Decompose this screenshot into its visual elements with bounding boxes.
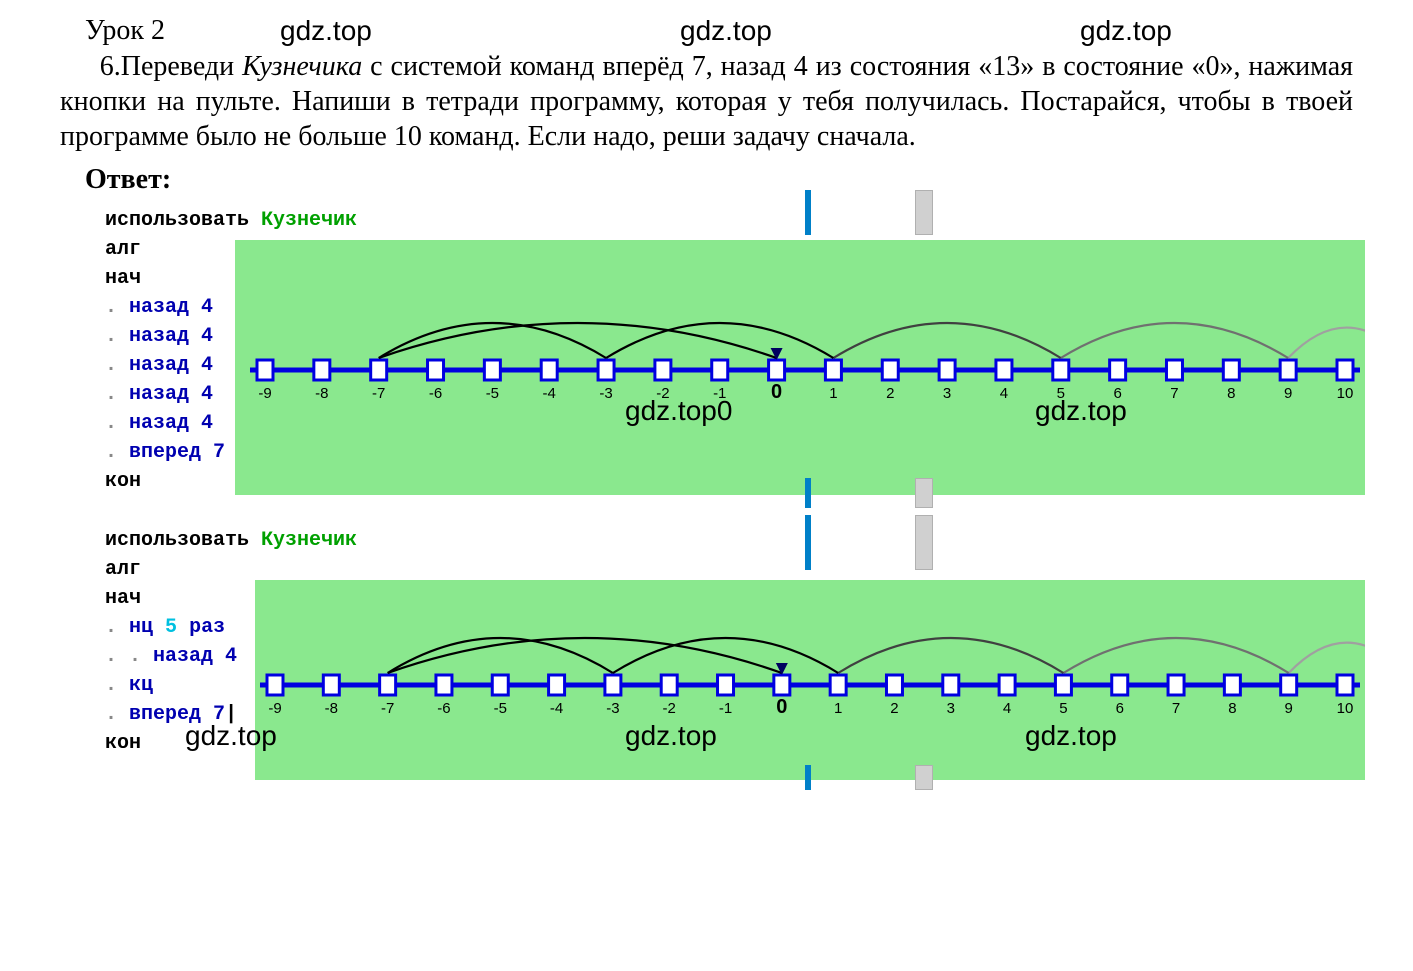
kw-alg: алг <box>105 558 141 581</box>
watermark: gdz.top <box>185 720 277 752</box>
cmd: назад <box>153 645 213 668</box>
watermark: gdz.top <box>680 15 772 47</box>
num: 7 <box>213 441 225 464</box>
code-block-1: использовать Кузнечик алг нач . назад 4 … <box>85 200 1365 502</box>
kw-alg: алг <box>105 238 141 261</box>
gray-marker <box>915 190 933 235</box>
task-italic: Кузнечика <box>242 51 362 82</box>
num: 4 <box>201 296 213 319</box>
figure-2: использовать Кузнечик алг нач . нц 5 раз… <box>85 520 1365 780</box>
watermark: gdz.top <box>280 15 372 47</box>
kw-name: Кузнечик <box>261 209 357 232</box>
cmd: назад <box>129 412 189 435</box>
kw-raz: раз <box>189 616 225 639</box>
kw-kon: кон <box>105 732 141 755</box>
num: 4 <box>201 412 213 435</box>
blue-marker <box>805 478 811 508</box>
kw-nach: нач <box>105 587 141 610</box>
kw-nc: нц <box>129 616 153 639</box>
blue-marker <box>805 515 811 570</box>
kw-kon: кон <box>105 470 141 493</box>
code-block-2: использовать Кузнечик алг нач . нц 5 раз… <box>85 520 1365 764</box>
cmd: назад <box>129 354 189 377</box>
figure-1: использовать Кузнечик алг нач . назад 4 … <box>85 200 1365 500</box>
blue-marker <box>805 190 811 235</box>
gray-marker <box>915 478 933 508</box>
kw-use: использовать <box>105 529 249 552</box>
task-number: 6. <box>100 51 121 82</box>
cmd: назад <box>129 325 189 348</box>
watermark: gdz.top <box>625 720 717 752</box>
kw-kc: кц <box>129 674 153 697</box>
num: 4 <box>201 383 213 406</box>
cmd: назад <box>129 383 189 406</box>
answer-label: Ответ: <box>85 164 1383 196</box>
num: 4 <box>201 354 213 377</box>
task-w1: Переведи <box>121 51 242 82</box>
blue-marker <box>805 765 811 790</box>
kw-name: Кузнечик <box>261 529 357 552</box>
num: 4 <box>201 325 213 348</box>
kw-nach: нач <box>105 267 141 290</box>
gray-marker <box>915 765 933 790</box>
cmd: назад <box>129 296 189 319</box>
watermark: gdz.top0 <box>625 395 732 427</box>
cmd: вперед <box>129 441 201 464</box>
watermark: gdz.top <box>1080 15 1172 47</box>
task-text: 6.Переведи Кузнечика с системой команд в… <box>60 49 1353 154</box>
watermark: gdz.top <box>1035 395 1127 427</box>
num: 4 <box>225 645 237 668</box>
gray-marker <box>915 515 933 570</box>
loop-num: 5 <box>165 616 177 639</box>
kw-use: использовать <box>105 209 249 232</box>
watermark: gdz.top <box>1025 720 1117 752</box>
